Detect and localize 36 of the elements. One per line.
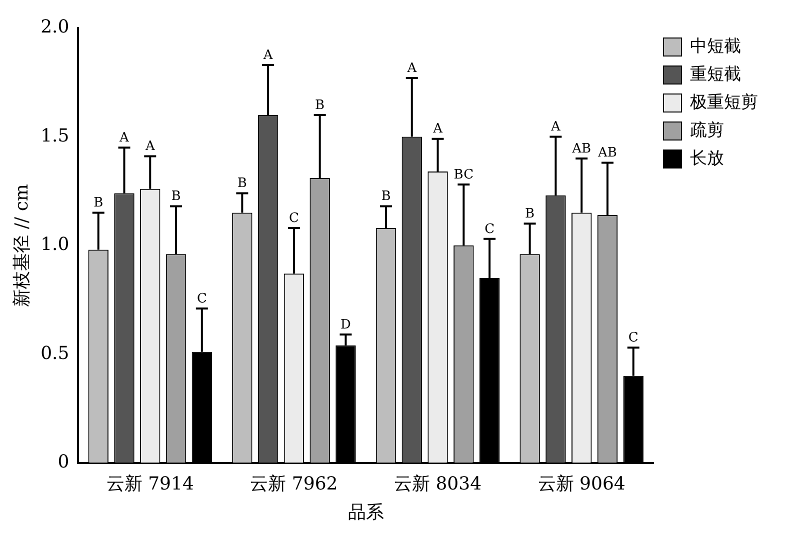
annotation: B <box>171 189 181 204</box>
y-axis-title: 新枝基径 // cm <box>11 184 32 307</box>
annotation: AB <box>597 146 617 161</box>
annotation: A <box>406 60 418 76</box>
annotation: C <box>196 291 207 306</box>
annotation: B <box>525 206 535 222</box>
y-tick-label: 2.0 <box>40 16 70 38</box>
legend-label: 疏剪 <box>690 120 724 140</box>
x-tick-label: 云新 9064 <box>538 473 626 494</box>
x-tick-label: 云新 8034 <box>394 473 482 494</box>
x-axis-title: 品系 <box>348 502 384 523</box>
annotation: C <box>628 330 638 346</box>
annotation: A <box>144 139 156 154</box>
annotation: C <box>484 222 495 237</box>
annotation: B <box>315 98 325 113</box>
annotation: B <box>237 176 247 192</box>
y-tick-label: 1.0 <box>40 234 70 256</box>
annotation: B <box>94 196 104 211</box>
annotation: A <box>118 130 130 146</box>
legend-label: 重短截 <box>690 64 741 84</box>
y-tick-label: 1.5 <box>40 125 70 146</box>
annotation: C <box>288 210 299 226</box>
y-tick-label: 0.5 <box>40 342 70 364</box>
y-tick-label: 0 <box>58 451 70 472</box>
annotation: AB <box>571 141 592 156</box>
annotation: A <box>432 122 444 137</box>
legend-label: 极重短剪 <box>689 92 758 112</box>
x-tick-label: 云新 7962 <box>250 473 338 494</box>
legend-label: 长放 <box>690 148 724 168</box>
annotation: A <box>262 48 274 63</box>
x-tick-label: 云新 7914 <box>106 473 194 494</box>
annotation: A <box>550 120 562 135</box>
legend-label: 中短截 <box>690 36 741 56</box>
annotation: D <box>340 317 351 332</box>
annotation: BC <box>454 167 474 182</box>
annotation: B <box>381 189 391 204</box>
